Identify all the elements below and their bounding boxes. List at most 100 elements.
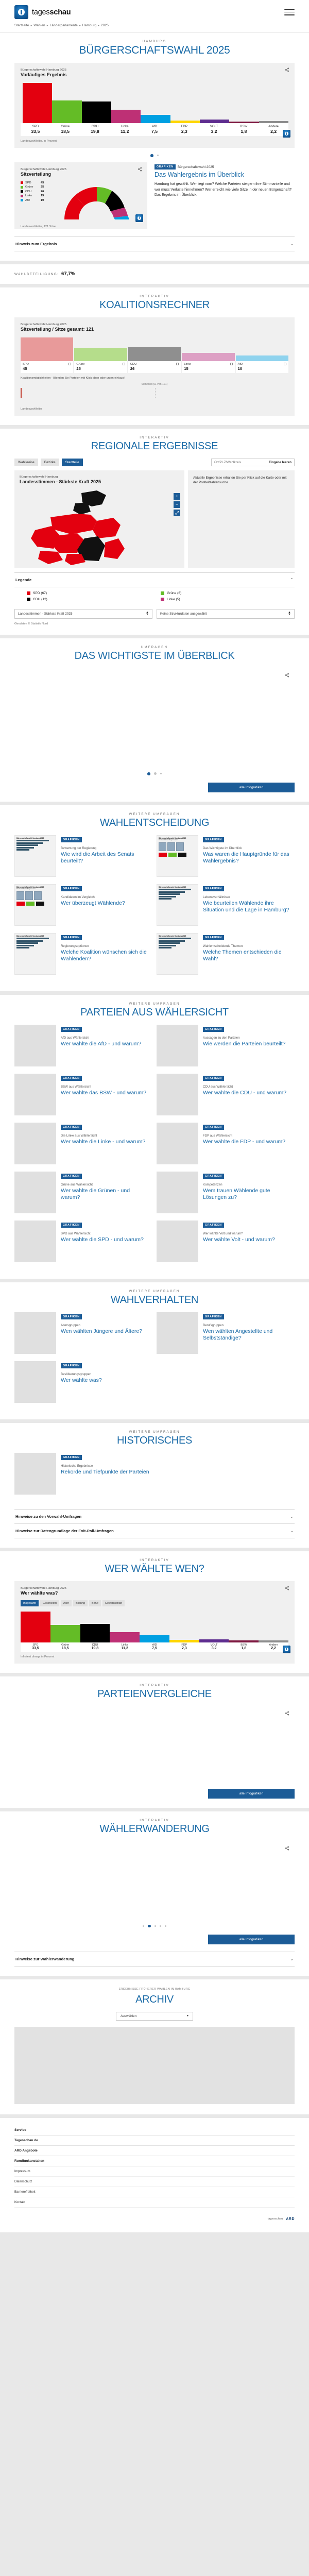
region-search-input[interactable] [214, 460, 262, 464]
tab-bezirke[interactable]: Bezirke [40, 458, 59, 466]
footer-heading-tagesschau[interactable]: Tagesschau.de [14, 2136, 295, 2146]
werwen-tab-bildung[interactable]: Bildung [73, 1600, 88, 1606]
breadcrumb-item-wahlen[interactable]: Wahlen [33, 24, 45, 27]
footer-link-datenschutz[interactable]: Datenschutz [14, 2177, 295, 2188]
card-title[interactable]: Wen wählten Angestellte und Selbstständi… [203, 1328, 273, 1341]
koalition-party-cdu[interactable]: CDU 26 [128, 361, 181, 373]
share-icon[interactable] [285, 1711, 289, 1716]
article-card[interactable]: GRAFIKEN Grüne aus Wählersicht Wer wählte … [14, 1171, 149, 1213]
article-card[interactable]: GRAFIKEN SPD aus Wählersicht Wer wählte di… [14, 1220, 149, 1262]
card-title[interactable]: Wem trauen Wählende gute Lösungen zu? [203, 1187, 270, 1200]
article-card[interactable]: Bürgerschaftswahl Hamburg 2025 GRAFIKEN Le… [157, 884, 291, 926]
card-title[interactable]: Wer wählte Volt - und warum? [203, 1236, 275, 1243]
card-title[interactable]: Wie werden die Parteien beurteilt? [203, 1040, 286, 1047]
hamburg-map-shape[interactable] [20, 489, 174, 566]
article-card[interactable]: GRAFIKEN Wer wählte Volt und warum? Wer wä… [157, 1220, 291, 1262]
footer-link-impressum[interactable]: Impressum [14, 2166, 295, 2177]
article-card[interactable]: GRAFIKEN Kompetenzen Wem trauen Wählende g… [157, 1171, 291, 1213]
alle-infografiken-button[interactable]: alle Infografiken [208, 1935, 295, 1945]
article-card[interactable]: GRAFIKEN Aussagen zu den Parteien Wie werd… [157, 1024, 291, 1066]
card-title[interactable]: Wie wird die Arbeit des Senats beurteilt… [61, 851, 134, 864]
region-search[interactable]: Eingabe leeren [211, 458, 295, 466]
card-title[interactable]: Wer wählte was? [61, 1377, 102, 1383]
werwen-tab-gewerkschaft[interactable]: Gewerkschaft [102, 1600, 125, 1606]
card-title[interactable]: Wer wählte das BSW - und warum? [61, 1089, 147, 1096]
accordion-legende[interactable]: Legende ⌃ [14, 572, 295, 587]
card-title[interactable]: Wer überzeugt Wählende? [61, 900, 125, 906]
article-card[interactable]: GRAFIKEN Altersgruppen Wen wählten Jüngere… [14, 1312, 149, 1354]
card-title[interactable]: Wer wählte die Linke - und warum? [61, 1138, 146, 1145]
koalition-party-afd[interactable]: AfD 10 [235, 361, 289, 373]
breadcrumb-item-2025[interactable]: 2025 [101, 24, 109, 27]
werwen-tab-alter[interactable]: Alter [60, 1600, 72, 1606]
koalition-bar-cdu[interactable] [128, 336, 181, 361]
card-title[interactable]: Wen wählten Jüngere und Ältere? [61, 1328, 142, 1334]
footer-heading-ard[interactable]: ARD Angebote [14, 2146, 295, 2157]
carousel-dot-1[interactable] [147, 772, 150, 775]
footer-heading-rundfunk[interactable]: Rundfunkanstalten [14, 2156, 295, 2167]
card-title[interactable]: Wer wählte die FDP - und warum? [203, 1138, 286, 1145]
party-checkbox[interactable] [230, 363, 233, 365]
card-title[interactable]: Wer wählte die SPD - und warum? [61, 1236, 144, 1243]
article-card[interactable]: GRAFIKEN Historische Ergebnisse Rekorde un… [14, 1452, 149, 1495]
map-measure-select[interactable]: Landesstimmen - Stärkste Kraft 2025 ▲ ▼ [14, 608, 152, 619]
share-icon[interactable] [138, 167, 142, 172]
card-title[interactable]: Wer wählte die AfD - und warum? [61, 1040, 142, 1047]
party-checkbox[interactable] [68, 363, 72, 365]
card-title[interactable]: Welche Koalition wünschen sich die Wähle… [61, 948, 147, 962]
carousel-dot-4[interactable] [159, 1925, 161, 1927]
party-checkbox[interactable] [122, 363, 125, 365]
koalition-bar-grüne[interactable] [74, 336, 127, 361]
accordion-exit-poll[interactable]: Hinweise zur Datengrundlage der Exit-Pol… [14, 1524, 295, 1538]
article-card[interactable]: Bürgerschaftswahl Hamburg 2025 GRAFIKEN Be… [14, 835, 149, 877]
party-checkbox[interactable] [284, 363, 287, 365]
article-card[interactable]: GRAFIKEN Berufsgruppen Wen wählten Angeste… [157, 1312, 291, 1354]
accordion-hinweis-ergebnis[interactable]: Hinweis zum Ergebnis ⌄ [14, 236, 295, 251]
koalition-party-linke[interactable]: Linke 15 [182, 361, 235, 373]
koalition-bar-linke[interactable] [182, 336, 235, 361]
alle-infografiken-button[interactable]: alle Infografiken [208, 1788, 295, 1799]
carousel-dot-3[interactable] [154, 1925, 156, 1927]
article-card[interactable]: GRAFIKEN CDU aus Wählersicht Wer wählte di… [157, 1073, 291, 1115]
koalition-party-grüne[interactable]: Grüne 25 [74, 361, 127, 373]
article-card[interactable]: Bürgerschaftswahl Hamburg 2025 GRAFIKEN Wa… [157, 933, 291, 975]
carousel-dot-2[interactable] [148, 1924, 151, 1928]
region-map[interactable]: Bürgerschaftswahl Hamburg Landesstimmen … [14, 470, 184, 568]
share-icon[interactable] [285, 67, 289, 72]
carousel-dot-5[interactable] [164, 1925, 166, 1927]
share-icon[interactable] [285, 1846, 289, 1851]
article-card[interactable]: Bürgerschaftswahl Hamburg 2025 GRAFIKEN Re… [14, 933, 149, 975]
party-checkbox[interactable] [176, 363, 179, 365]
article-card[interactable]: GRAFIKEN FDP aus Wählersicht Wer wählte di… [157, 1122, 291, 1164]
breadcrumb-item-laenderparlamente[interactable]: Länderparlamente [49, 24, 78, 27]
share-icon[interactable] [285, 673, 289, 677]
breadcrumb-item-startseite[interactable]: Startseite [14, 24, 29, 27]
carousel-dot-1[interactable] [150, 154, 153, 157]
koalition-bar-spd[interactable] [21, 336, 74, 361]
tab-wahlkreise[interactable]: Wahlkreise [14, 458, 38, 466]
accordion-waehlerwanderung[interactable]: Hinweise zur Wählerwanderung ⌄ [14, 1952, 295, 1967]
card-title[interactable]: Wer wählte die Grünen - und warum? [61, 1187, 130, 1200]
werwen-tab-geschlecht[interactable]: Geschlecht [40, 1600, 59, 1606]
tab-stadtteile[interactable]: Stadtteile [61, 458, 83, 466]
footer-link-kontakt[interactable]: Kontakt [14, 2197, 295, 2208]
card-title[interactable]: Welche Themen entschieden die Wahl? [203, 948, 282, 962]
article-card[interactable]: GRAFIKEN AfD aus Wählersicht Wer wählte di… [14, 1024, 149, 1066]
carousel-dot-1[interactable] [143, 1925, 145, 1927]
tagesschau-logo[interactable]: tagesschau [14, 5, 71, 19]
article-card[interactable]: GRAFIKEN BSW aus Wählersicht Wer wählte da… [14, 1073, 149, 1115]
koalition-party-spd[interactable]: SPD 45 [21, 361, 74, 373]
carousel-dot-2[interactable] [153, 772, 157, 775]
clear-input-button[interactable]: Eingabe leeren [268, 460, 291, 464]
footer-link-barrierefreiheit[interactable]: Barrierefreiheit [14, 2187, 295, 2198]
carousel-dot-3[interactable] [160, 773, 162, 775]
zoom-out-button[interactable]: − [174, 501, 180, 508]
werwen-tab-insgesamt[interactable]: Insgesamt [21, 1600, 39, 1606]
accordion-vorwahl-umfragen[interactable]: Hinweise zu den Vorwahl-Umfragen ⌄ [14, 1509, 295, 1524]
card-title[interactable]: Rekorde und Tiefpunkte der Parteien [61, 1468, 149, 1475]
zoom-in-button[interactable]: + [174, 493, 180, 500]
card-title[interactable]: Wer wählte die CDU - und warum? [203, 1089, 287, 1096]
footer-heading-service[interactable]: Service [14, 2125, 295, 2136]
hamburger-menu-icon[interactable] [284, 7, 295, 18]
alle-infografiken-button[interactable]: alle Infografiken [208, 782, 295, 792]
